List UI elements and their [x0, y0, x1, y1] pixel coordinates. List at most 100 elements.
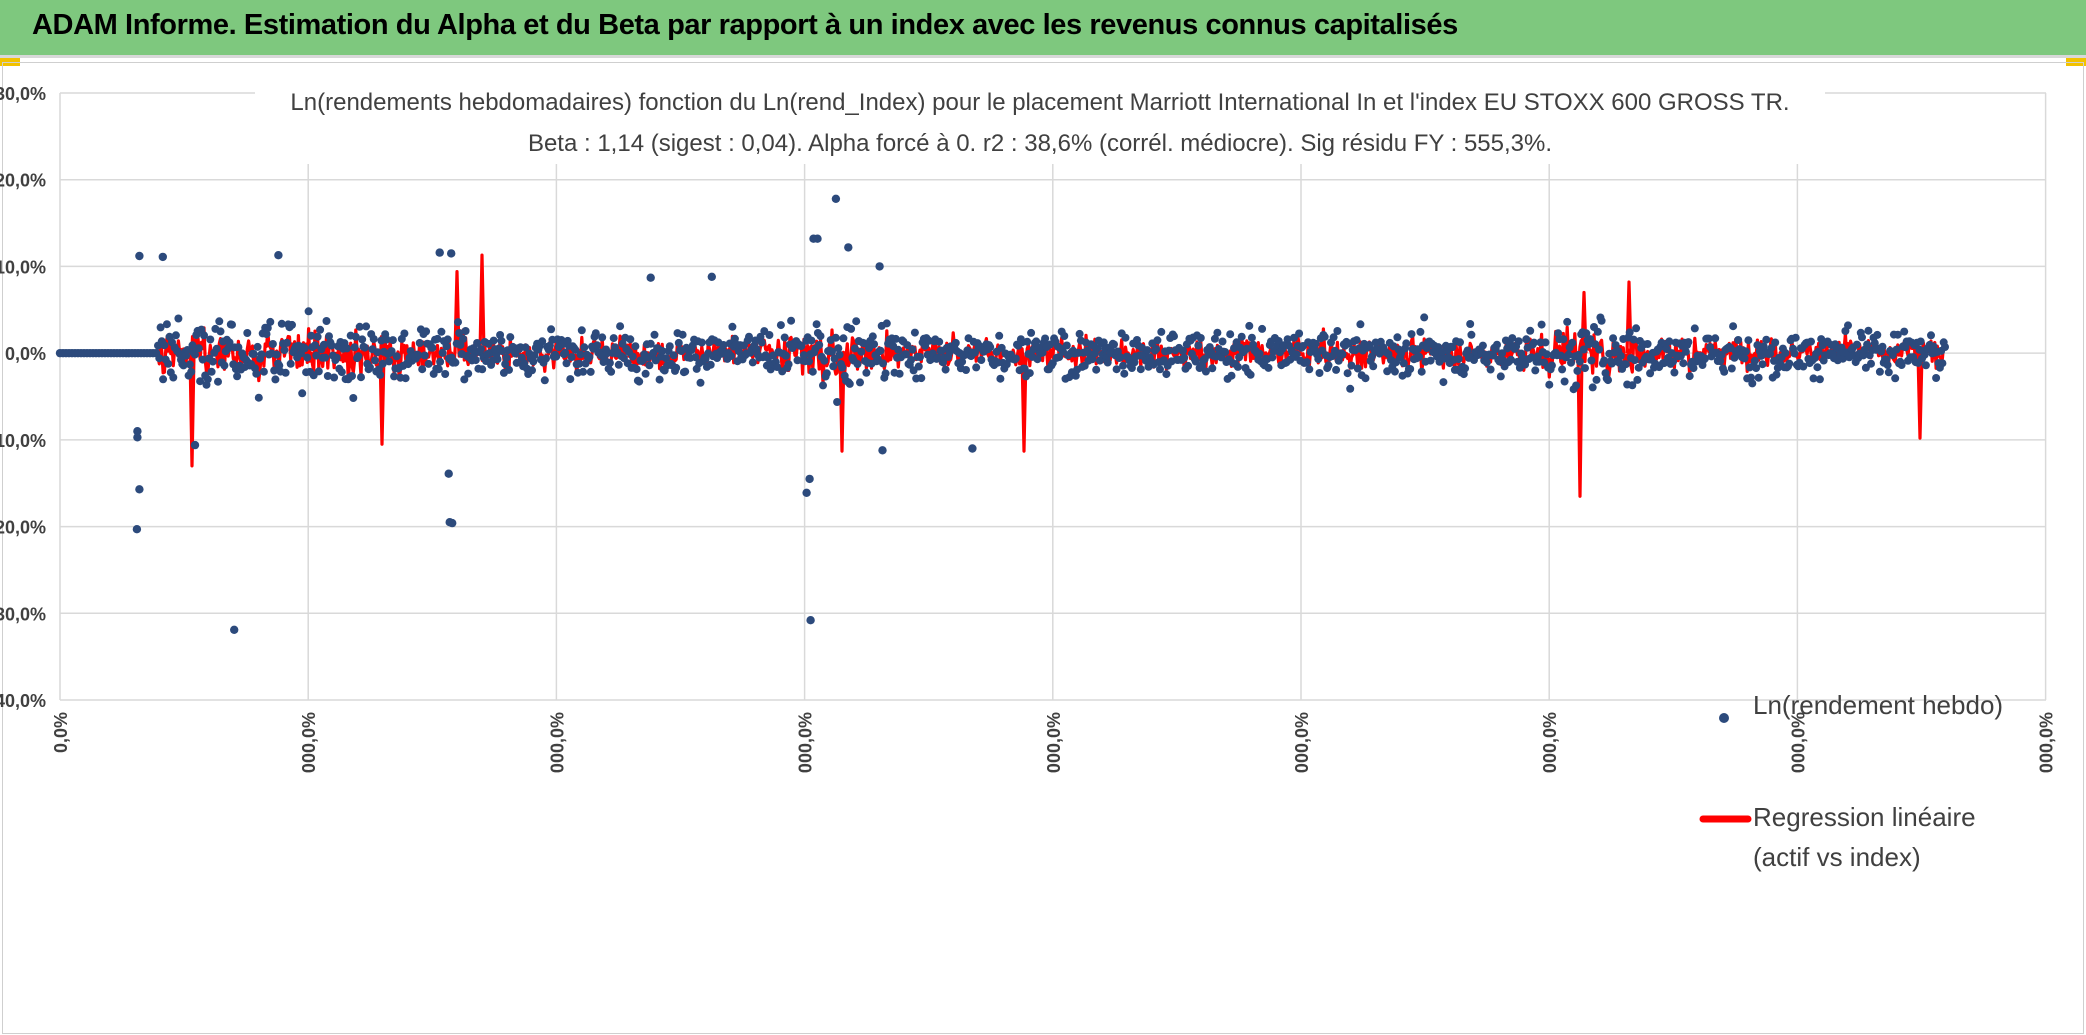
data-point [870, 340, 879, 349]
data-point [1665, 337, 1674, 346]
data-point [1604, 376, 1612, 385]
data-point [547, 325, 556, 334]
x-tick-label: 000,0% [1044, 712, 1064, 773]
data-point [1343, 369, 1352, 378]
y-tick-label: 30,0% [0, 84, 46, 104]
data-point [566, 375, 575, 384]
data-point [521, 343, 530, 352]
data-point [822, 369, 831, 378]
data-point [605, 358, 614, 367]
data-point [538, 337, 547, 346]
data-point [1554, 329, 1563, 338]
data-point [1744, 336, 1753, 345]
data-point [319, 340, 328, 349]
data-point [1461, 364, 1470, 373]
data-point [214, 377, 222, 386]
data-point [1616, 351, 1625, 360]
data-point [1547, 361, 1556, 370]
data-point [501, 360, 510, 369]
data-point [1720, 367, 1729, 376]
data-point [1486, 365, 1495, 374]
data-point [646, 273, 655, 282]
data-point [977, 356, 986, 364]
data-point [288, 320, 296, 329]
return-points-series [55, 194, 1949, 634]
data-point [1916, 337, 1925, 346]
data-point [159, 375, 168, 384]
data-point [914, 362, 923, 371]
data-point [835, 350, 844, 359]
data-point [528, 366, 536, 375]
data-point [183, 346, 192, 354]
data-point [815, 341, 824, 349]
data-point [576, 350, 585, 359]
data-point [1218, 337, 1227, 346]
data-point [1332, 365, 1341, 374]
data-point [185, 360, 194, 369]
data-point [784, 360, 793, 369]
data-point [1184, 361, 1193, 370]
x-tick-label: 000,0% [1292, 712, 1312, 773]
data-point [1062, 341, 1071, 350]
data-point [215, 317, 224, 326]
data-point [1320, 332, 1329, 341]
data-point [1531, 366, 1540, 375]
data-point [188, 341, 197, 350]
data-point [1406, 365, 1415, 373]
data-point [1508, 334, 1517, 343]
data-point [829, 362, 838, 371]
data-point [360, 343, 369, 352]
data-point [460, 375, 469, 384]
data-point [1467, 330, 1476, 339]
data-point [1927, 331, 1935, 340]
data-point [591, 329, 600, 338]
data-point [1112, 365, 1121, 374]
data-point [1179, 346, 1187, 355]
data-point [1754, 373, 1763, 382]
data-point [530, 351, 539, 360]
data-point [628, 352, 637, 361]
data-point [1245, 321, 1254, 330]
data-point [593, 341, 602, 350]
data-point [1353, 364, 1362, 373]
data-point [194, 344, 203, 353]
data-point [327, 341, 336, 350]
data-point [332, 353, 341, 362]
data-point [1690, 324, 1699, 333]
data-point [1099, 338, 1108, 347]
data-point [1116, 353, 1125, 362]
data-point [631, 342, 640, 351]
data-point [876, 346, 885, 355]
data-point [607, 367, 616, 376]
data-point [562, 359, 571, 368]
data-point [1153, 336, 1162, 345]
x-axis-ticks: 0,0% 000,0% 000,0% 000,0% 000,0% 000,0% 000,0%… [51, 712, 2057, 773]
data-point [1191, 357, 1200, 366]
data-point [1729, 322, 1738, 331]
data-point [1420, 313, 1429, 322]
data-point [1559, 335, 1568, 344]
data-point [1629, 335, 1638, 344]
data-point [1772, 370, 1781, 379]
data-point [1292, 350, 1301, 359]
x-tick-label: 000,0% [1540, 712, 1560, 773]
data-point [540, 376, 549, 385]
data-point [1730, 353, 1739, 362]
data-point [191, 350, 199, 359]
data-point [1324, 361, 1333, 370]
data-point [1791, 333, 1800, 342]
data-point [286, 359, 295, 368]
data-point [311, 341, 319, 350]
data-point [1092, 365, 1101, 374]
data-point [1060, 332, 1069, 340]
data-point [878, 446, 887, 455]
data-point [1814, 347, 1823, 356]
data-point [171, 331, 180, 340]
data-point [448, 518, 457, 528]
data-point [1893, 330, 1902, 339]
data-point [719, 341, 728, 349]
data-point [1002, 360, 1011, 369]
data-point [986, 343, 995, 352]
data-point [1582, 329, 1591, 338]
data-point [1864, 326, 1873, 335]
